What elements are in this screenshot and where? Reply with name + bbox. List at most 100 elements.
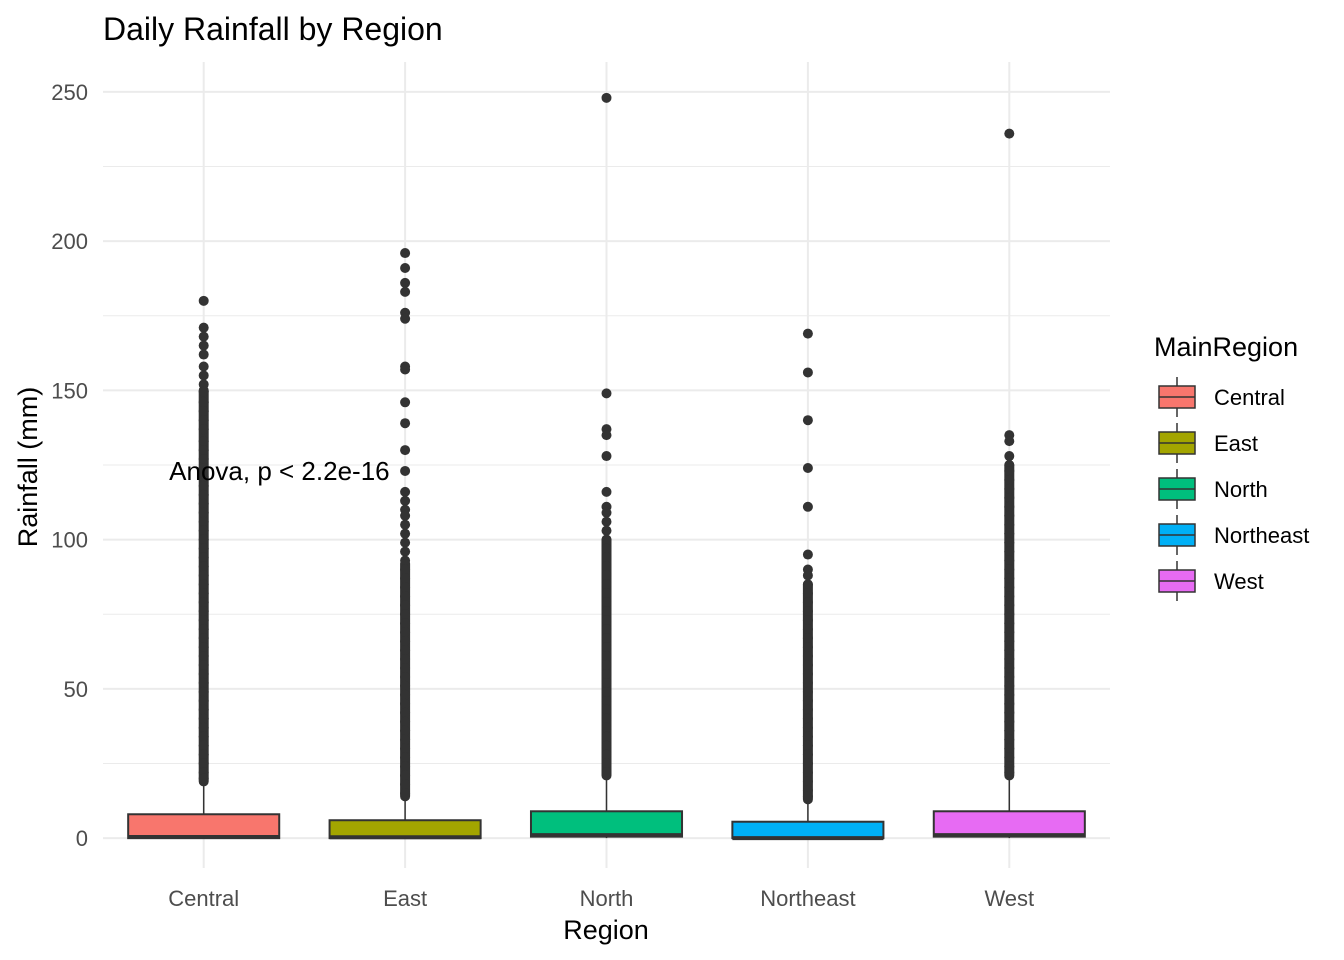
outlier-point (601, 486, 612, 497)
legend-label: West (1214, 569, 1264, 594)
outlier-point (400, 248, 411, 259)
outlier-point (400, 313, 411, 324)
legend-label: Northeast (1214, 523, 1309, 548)
outlier-point (601, 633, 612, 644)
outlier-point (198, 633, 209, 644)
outlier-point (400, 725, 411, 736)
outlier-point (601, 597, 612, 608)
outlier-point (400, 680, 411, 691)
outlier-point (400, 645, 411, 656)
outlier-point (1004, 734, 1015, 745)
x-tick-label: Northeast (760, 886, 855, 911)
outlier-point (1004, 546, 1015, 557)
outlier-point (1004, 519, 1015, 530)
outlier-point (1004, 483, 1015, 494)
outlier-point (601, 740, 612, 751)
outlier-point (198, 668, 209, 679)
outlier-point (802, 749, 813, 760)
outlier-point (601, 668, 612, 679)
outlier-point (400, 397, 411, 408)
outlier-point (1004, 465, 1015, 476)
outlier-point (198, 534, 209, 545)
outlier-point (198, 552, 209, 563)
outlier-point (400, 779, 411, 790)
outlier-point (198, 660, 209, 671)
outlier-point (802, 695, 813, 706)
outlier-point (198, 773, 209, 784)
outlier-point (198, 579, 209, 590)
outlier-point (1004, 689, 1015, 700)
y-axis-title: Rainfall (mm) (13, 387, 43, 548)
outlier-point (400, 510, 411, 521)
outlier-point (198, 436, 209, 447)
outlier-point (802, 415, 813, 426)
y-tick-label: 200 (51, 229, 88, 254)
box-north (529, 92, 684, 839)
outlier-point (198, 740, 209, 751)
legend-key-central (1158, 377, 1196, 417)
outlier-point (198, 543, 209, 554)
outlier-point (601, 731, 612, 742)
y-tick-label: 50 (64, 677, 88, 702)
box-rect (731, 820, 885, 840)
outlier-point (198, 570, 209, 581)
outlier-point (400, 564, 411, 575)
box-rect (529, 810, 684, 838)
box-central (127, 295, 281, 840)
outlier-point (400, 262, 411, 273)
outlier-point (802, 462, 813, 473)
outlier-point (802, 633, 813, 644)
outlier-point (802, 767, 813, 778)
outlier-point (198, 379, 209, 390)
y-tick-label: 150 (51, 378, 88, 403)
outlier-point (601, 642, 612, 653)
outlier-point (1004, 537, 1015, 548)
outlier-point (601, 430, 612, 441)
outlier-point (1004, 636, 1015, 647)
outlier-point (198, 749, 209, 760)
outlier-point (601, 579, 612, 590)
outlier-point (198, 480, 209, 491)
outlier-point (802, 501, 813, 512)
outlier-point (802, 579, 813, 590)
outlier-point (198, 406, 209, 417)
outlier-point (400, 537, 411, 548)
y-tick-label: 250 (51, 80, 88, 105)
outlier-point (1004, 501, 1015, 512)
outlier-point (1004, 618, 1015, 629)
outlier-point (198, 731, 209, 742)
outlier-point (1004, 492, 1015, 503)
outlier-point (1004, 600, 1015, 611)
outlier-point (601, 534, 612, 545)
outlier-point (198, 498, 209, 509)
outlier-point (802, 686, 813, 697)
x-tick-label: West (984, 886, 1034, 911)
outlier-point (1004, 582, 1015, 593)
outlier-point (400, 698, 411, 709)
outlier-point (1004, 128, 1015, 139)
y-tick-label: 100 (51, 528, 88, 553)
legend: MainRegion Central East North Northeast West (1154, 332, 1309, 601)
outlier-point (198, 386, 209, 397)
outlier-point (198, 525, 209, 536)
outlier-point (1004, 680, 1015, 691)
outlier-point (1004, 671, 1015, 682)
outlier-point (1004, 725, 1015, 736)
outlier-point (1004, 767, 1015, 778)
outlier-point (1004, 573, 1015, 584)
outlier-point (601, 92, 612, 103)
outlier-point (601, 713, 612, 724)
legend-key-east (1158, 423, 1196, 463)
outlier-point (601, 624, 612, 635)
outlier-point (1004, 436, 1015, 447)
outlier-point (400, 445, 411, 456)
outlier-point (802, 713, 813, 724)
outlier-point (1004, 645, 1015, 656)
outlier-point (400, 761, 411, 772)
outlier-point (802, 570, 813, 581)
outlier-point (400, 770, 411, 781)
outlier-point (1004, 528, 1015, 539)
outlier-point (198, 471, 209, 482)
outlier-point (802, 758, 813, 769)
outlier-point (400, 364, 411, 375)
